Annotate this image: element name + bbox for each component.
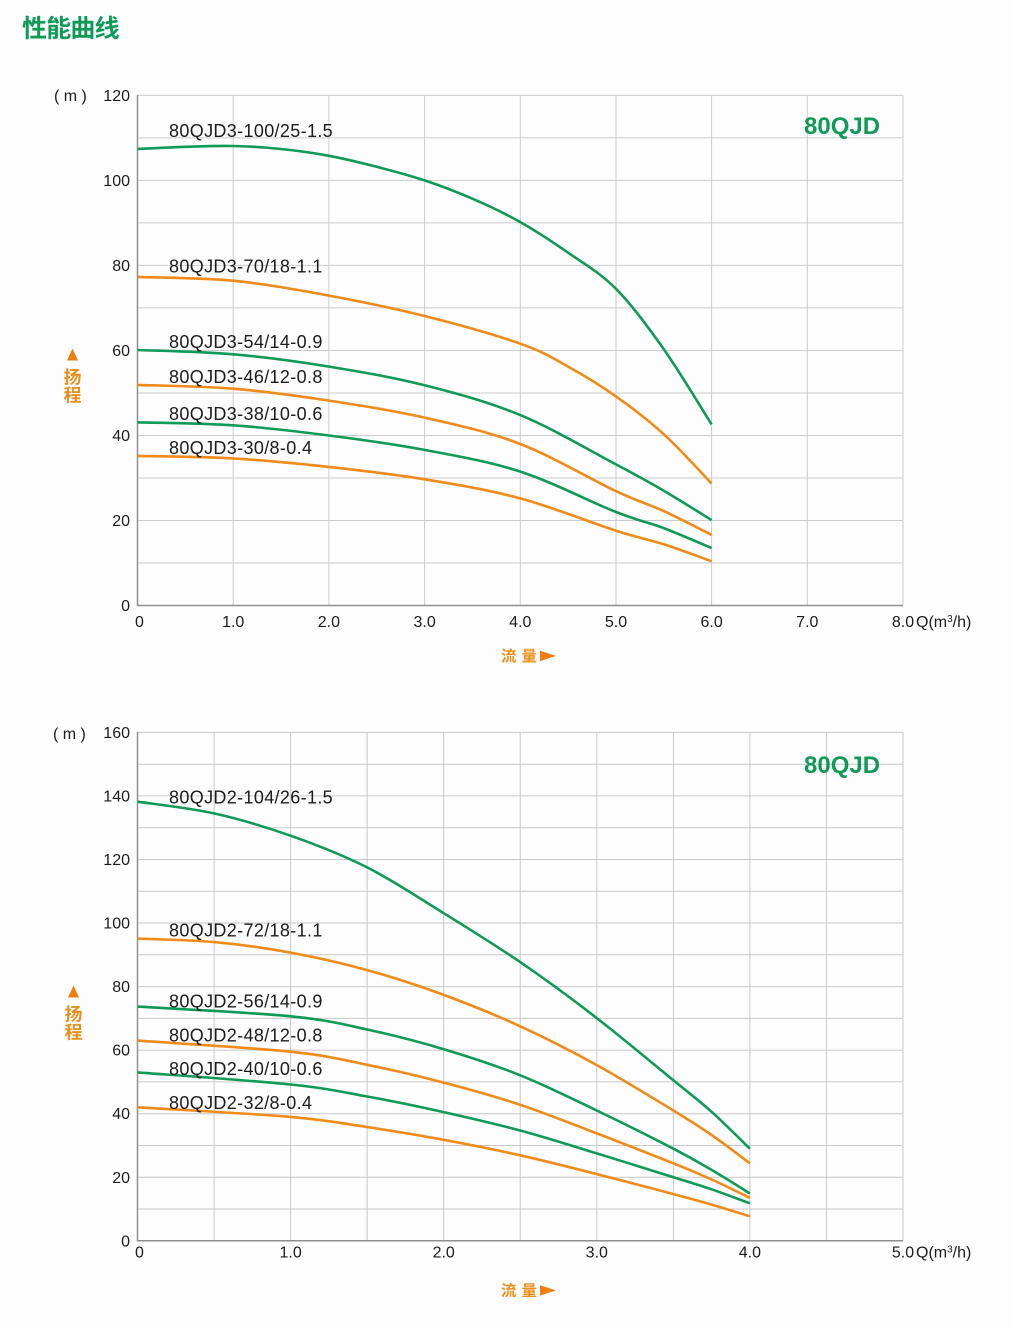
- svg-text:7.0: 7.0: [796, 614, 818, 631]
- svg-text:80QJD2-104/26-1.5: 80QJD2-104/26-1.5: [169, 787, 333, 807]
- svg-text:5.0: 5.0: [605, 614, 627, 631]
- svg-text:160: 160: [103, 725, 130, 742]
- svg-text:20: 20: [112, 513, 130, 530]
- svg-text:120: 120: [103, 88, 130, 105]
- svg-text:2.0: 2.0: [318, 614, 340, 631]
- svg-text:0: 0: [121, 598, 130, 615]
- svg-text:1.0: 1.0: [222, 614, 244, 631]
- svg-text:6.0: 6.0: [700, 614, 722, 631]
- svg-text:100: 100: [103, 173, 130, 190]
- svg-text:( m ): ( m ): [54, 88, 87, 105]
- svg-text:Q(m3/h): Q(m3/h): [916, 614, 971, 631]
- svg-text:40: 40: [112, 428, 130, 445]
- svg-text:80QJD2-72/18-1.1: 80QJD2-72/18-1.1: [169, 920, 323, 940]
- svg-text:0: 0: [135, 1245, 144, 1262]
- svg-text:5.0: 5.0: [892, 1245, 914, 1262]
- svg-text:0: 0: [135, 614, 144, 631]
- svg-text:4.0: 4.0: [509, 614, 531, 631]
- svg-text:60: 60: [112, 343, 130, 360]
- svg-text:100: 100: [103, 916, 130, 933]
- svg-text:80QJD3-30/8-0.4: 80QJD3-30/8-0.4: [169, 438, 312, 458]
- svg-text:140: 140: [103, 788, 130, 805]
- svg-text:80QJD2-56/14-0.9: 80QJD2-56/14-0.9: [169, 992, 323, 1012]
- svg-text:80QJD3-70/18-1.1: 80QJD3-70/18-1.1: [169, 257, 323, 277]
- svg-text:0: 0: [121, 1233, 130, 1250]
- svg-text:80: 80: [112, 979, 130, 996]
- svg-text:8.0: 8.0: [892, 614, 914, 631]
- svg-text:4.0: 4.0: [739, 1245, 761, 1262]
- svg-text:80: 80: [112, 258, 130, 275]
- svg-text:80QJD3-100/25-1.5: 80QJD3-100/25-1.5: [169, 121, 333, 141]
- svg-text:80QJD3-38/10-0.6: 80QJD3-38/10-0.6: [169, 404, 323, 424]
- svg-text:80QJD: 80QJD: [804, 752, 880, 779]
- svg-text:3.0: 3.0: [413, 614, 435, 631]
- svg-text:2.0: 2.0: [433, 1245, 455, 1262]
- svg-text:Q(m3/h): Q(m3/h): [916, 1245, 971, 1262]
- svg-text:80QJD2-40/10-0.6: 80QJD2-40/10-0.6: [169, 1059, 323, 1079]
- svg-text:80QJD3-54/14-0.9: 80QJD3-54/14-0.9: [169, 332, 323, 352]
- svg-text:120: 120: [103, 852, 130, 869]
- svg-text:60: 60: [112, 1043, 130, 1060]
- svg-text:( m ): ( m ): [53, 726, 86, 743]
- svg-text:1.0: 1.0: [279, 1245, 301, 1262]
- svg-text:80QJD2-32/8-0.4: 80QJD2-32/8-0.4: [169, 1093, 312, 1113]
- svg-text:20: 20: [112, 1170, 130, 1187]
- svg-text:3.0: 3.0: [586, 1245, 608, 1262]
- svg-text:80QJD2-48/12-0.8: 80QJD2-48/12-0.8: [169, 1025, 323, 1045]
- svg-text:80QJD: 80QJD: [804, 113, 880, 140]
- svg-text:80QJD3-46/12-0.8: 80QJD3-46/12-0.8: [169, 367, 323, 387]
- svg-text:40: 40: [112, 1106, 130, 1123]
